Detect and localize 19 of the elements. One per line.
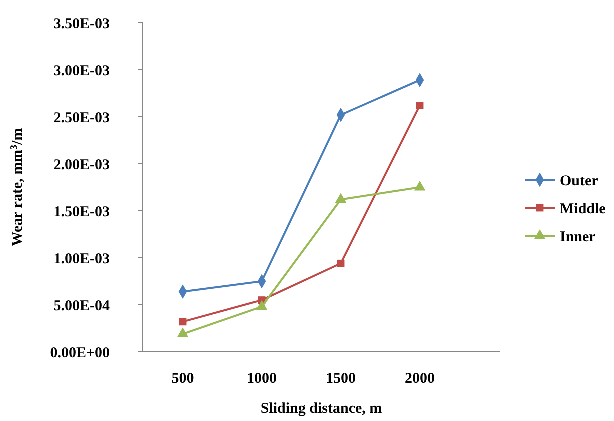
point xyxy=(416,102,424,110)
point xyxy=(179,318,187,326)
y-tick-label: 1.00E-03 xyxy=(54,251,110,268)
x-tick-label: 2000 xyxy=(405,371,435,387)
x-tick-label: 1500 xyxy=(326,371,356,387)
x-tick-label: 500 xyxy=(172,371,194,387)
y-tick-label: 1.50E-03 xyxy=(54,204,110,220)
legend-label: Outer xyxy=(560,173,599,190)
legend-label: Inner xyxy=(560,229,596,246)
point xyxy=(337,260,345,268)
legend-label: Middle xyxy=(560,201,606,218)
y-tick-label: 5.00E-04 xyxy=(54,298,110,314)
y-tick-label: 2.00E-03 xyxy=(54,157,110,174)
y-tick-label: 0.00E+00 xyxy=(50,345,110,362)
x-tick-label: 1000 xyxy=(247,371,277,387)
y-tick-label: 2.50E-03 xyxy=(54,110,110,126)
y-tick-label: 3.50E-03 xyxy=(54,16,110,32)
y-tick-label: 3.00E-03 xyxy=(54,63,110,80)
x-axis-title: Sliding distance, m xyxy=(260,401,383,417)
